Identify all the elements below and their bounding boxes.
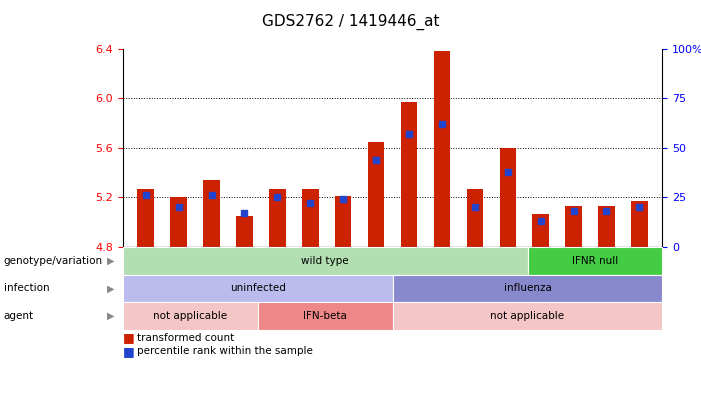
Text: uninfected: uninfected [230, 284, 285, 293]
Text: genotype/variation: genotype/variation [4, 256, 102, 266]
Text: influenza: influenza [503, 284, 552, 293]
Bar [170, 197, 187, 247]
Bar [137, 189, 154, 247]
Text: not applicable: not applicable [153, 311, 227, 321]
Text: IFN-beta: IFN-beta [303, 311, 347, 321]
Text: wild type: wild type [301, 256, 349, 266]
Bar [401, 102, 417, 247]
Bar [533, 213, 549, 247]
Bar [236, 216, 252, 247]
Text: transformed count: transformed count [137, 333, 234, 343]
Text: ■: ■ [123, 345, 135, 358]
Bar [631, 201, 648, 247]
Bar [368, 142, 384, 247]
Bar [269, 189, 285, 247]
Bar [500, 148, 516, 247]
Text: ■: ■ [123, 331, 135, 344]
Bar [467, 189, 483, 247]
Text: ▶: ▶ [107, 311, 114, 321]
Bar [302, 189, 318, 247]
Bar [335, 196, 351, 247]
Bar [565, 206, 582, 247]
Text: ▶: ▶ [107, 284, 114, 293]
Text: percentile rank within the sample: percentile rank within the sample [137, 346, 313, 356]
Text: IFNR null: IFNR null [572, 256, 618, 266]
Bar [203, 180, 220, 247]
Text: agent: agent [4, 311, 34, 321]
Text: ▶: ▶ [107, 256, 114, 266]
Text: not applicable: not applicable [491, 311, 564, 321]
Text: GDS2762 / 1419446_at: GDS2762 / 1419446_at [261, 14, 440, 30]
Bar [434, 51, 450, 247]
Text: infection: infection [4, 284, 49, 293]
Bar [598, 206, 615, 247]
